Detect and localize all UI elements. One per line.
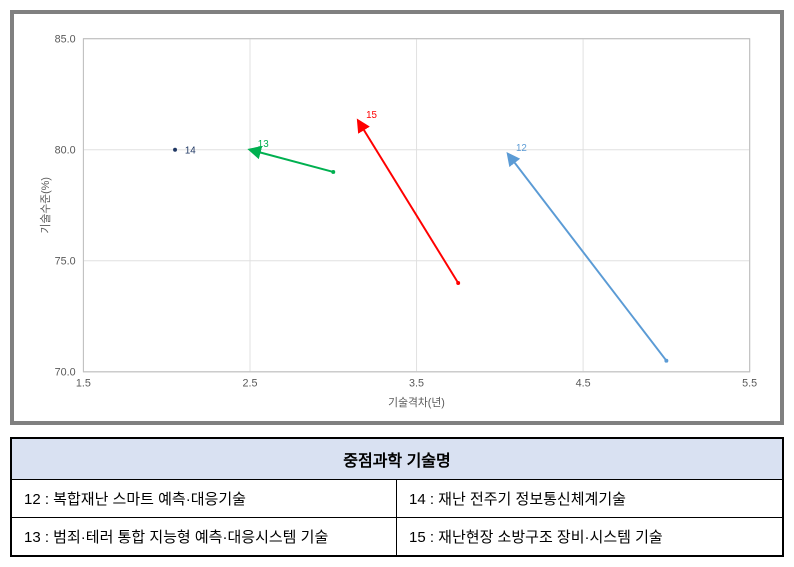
x-tick-label: 1.5 [76, 378, 91, 390]
series-label: 12 [516, 143, 527, 154]
x-tick-label: 4.5 [576, 378, 591, 390]
legend-table: 중점과학 기술명 12 : 복합재난 스마트 예측·대응기술 14 : 재난 전… [10, 437, 784, 557]
arrow-start-dot [331, 170, 335, 174]
point-14 [173, 148, 177, 152]
chart-panel: 1.5 2.5 3.5 4.5 5.5 70.0 75.0 80.0 85.0 기술격차(년) 기술… [10, 10, 784, 425]
series-label: 13 [258, 139, 269, 150]
x-tick-label: 2.5 [243, 378, 258, 390]
x-axis-label: 기술격차(년) [388, 396, 445, 409]
y-tick-label: 75.0 [55, 256, 76, 268]
y-tick-label: 85.0 [55, 34, 76, 46]
arrow-start-dot [664, 359, 668, 363]
chart-svg: 1.5 2.5 3.5 4.5 5.5 70.0 75.0 80.0 85.0 기술격차(년) 기술… [24, 24, 765, 411]
x-tick-label: 3.5 [409, 378, 424, 390]
y-axis-label: 기술수준(%) [40, 177, 52, 233]
table-cell: 14 : 재난 전주기 정보통신체계기술 [397, 480, 782, 518]
series-label: 15 [366, 110, 377, 121]
table-body: 12 : 복합재난 스마트 예측·대응기술 14 : 재난 전주기 정보통신체계… [12, 480, 782, 555]
table-cell: 13 : 범죄·테러 통합 지능형 예측·대응시스템 기술 [12, 518, 397, 555]
table-header: 중점과학 기술명 [12, 439, 782, 480]
y-tick-label: 70.0 [55, 367, 76, 379]
x-tick-label: 5.5 [742, 378, 757, 390]
series-label: 14 [185, 146, 196, 157]
arrow-start-dot [456, 281, 460, 285]
table-cell: 15 : 재난현장 소방구조 장비·시스템 기술 [397, 518, 782, 555]
y-tick-label: 80.0 [55, 145, 76, 157]
table-cell: 12 : 복합재난 스마트 예측·대응기술 [12, 480, 397, 518]
